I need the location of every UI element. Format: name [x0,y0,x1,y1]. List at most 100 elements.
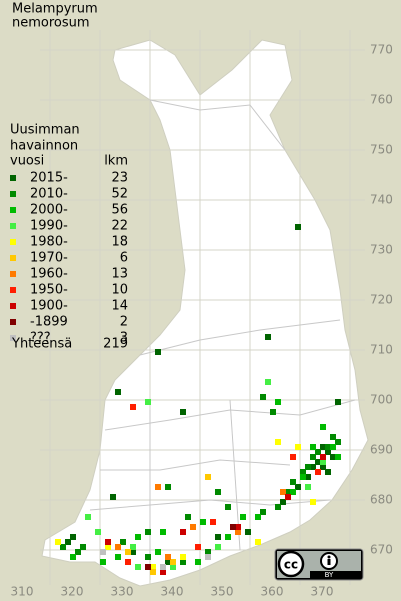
observation-square [310,464,316,470]
observation-square [330,454,336,460]
legend-count: 2 [120,315,128,330]
observation-square [165,554,171,560]
legend-count: 22 [111,219,128,234]
observation-square [60,544,66,550]
observation-square [165,559,171,565]
legend-swatch [10,319,16,325]
observation-square [120,539,126,545]
y-tick-label: 740 [370,193,393,207]
observation-square [285,494,291,500]
legend-header: Uusimman [10,123,80,138]
legend-swatch [10,255,16,261]
legend-count-header: lkm [104,154,128,169]
legend-label: 1900- [30,299,68,314]
legend-swatch [10,335,16,341]
observation-square [100,549,106,555]
legend: 2015- 23 2010- 52 2000- 56 1990- 22 1980- 18 1970-… [10,171,128,346]
x-tick-label: 370 [311,585,334,599]
legend-label: 1950- [30,283,68,298]
observation-square [275,504,281,510]
observation-square [115,554,121,560]
observation-square [145,529,151,535]
title-line: nemorosum [12,16,90,31]
observation-square [165,484,171,490]
observation-square [180,559,186,565]
observation-square [295,224,301,230]
observation-square [225,534,231,540]
observation-square [275,399,281,405]
observation-square [70,534,76,540]
observation-square [150,564,156,570]
observation-square [320,464,326,470]
observation-square [160,564,166,570]
legend-count: 14 [111,299,128,314]
observation-square [170,559,176,565]
observation-square [75,549,81,555]
observation-square [155,484,161,490]
license-by: BY [325,571,334,579]
y-tick-label: 750 [370,143,393,157]
observation-square [300,469,306,475]
observation-square [130,549,136,555]
x-tick-label: 320 [61,585,84,599]
observation-square [105,539,111,545]
observation-square [115,389,121,395]
observation-square [305,484,311,490]
observation-square [145,564,151,570]
license-cc: cc [284,558,298,572]
observation-square [135,534,141,540]
legend-count: 3 [120,331,128,346]
y-tick-label: 760 [370,93,393,107]
observation-square [305,474,311,480]
observation-square [285,489,291,495]
legend-swatch [10,223,16,229]
legend-swatch [10,239,16,245]
legend-swatch [10,287,16,293]
observation-square [215,489,221,495]
observation-square [295,484,301,490]
legend-count: 10 [111,283,128,298]
observation-square [280,489,286,495]
legend-label: 2010- [30,187,68,202]
y-tick-label: 730 [370,243,393,257]
grid [40,30,365,585]
observation-square [110,494,116,500]
y-tick-label: 700 [370,393,393,407]
observation-square [295,444,301,450]
observation-square [315,469,321,475]
legend-header: vuosi [10,154,44,169]
observation-square [325,469,331,475]
observation-square [305,464,311,470]
observation-square [145,554,151,560]
y-tick-label: 690 [370,443,393,457]
observation-square [125,549,131,555]
legend-label: 2015- [30,171,68,186]
observations [55,224,341,575]
observation-square [115,544,121,550]
observation-square [230,524,236,530]
y-tick-label: 670 [370,543,393,557]
total-count: 219 [103,337,128,352]
x-tick-label: 360 [261,585,284,599]
observation-square [135,564,141,570]
legend-count: 23 [111,171,128,186]
observation-square [320,459,326,465]
observation-square [205,549,211,555]
observation-square [335,399,341,405]
y-tick-label: 680 [370,493,393,507]
observation-square [335,439,341,445]
x-tick-label: 330 [111,585,134,599]
y-tick-label: 710 [370,343,393,357]
observation-square [280,499,286,505]
legend-label: 1960- [30,267,68,282]
observation-square [85,514,91,520]
legend-label: 1990- [30,219,68,234]
observation-square [150,569,156,575]
legend-count: 6 [120,251,128,266]
observation-square [205,554,211,560]
legend-label: -1899 [30,315,68,330]
y-tick-label: 770 [370,43,393,57]
x-tick-label: 340 [161,585,184,599]
observation-square [185,514,191,520]
observation-square [205,474,211,480]
